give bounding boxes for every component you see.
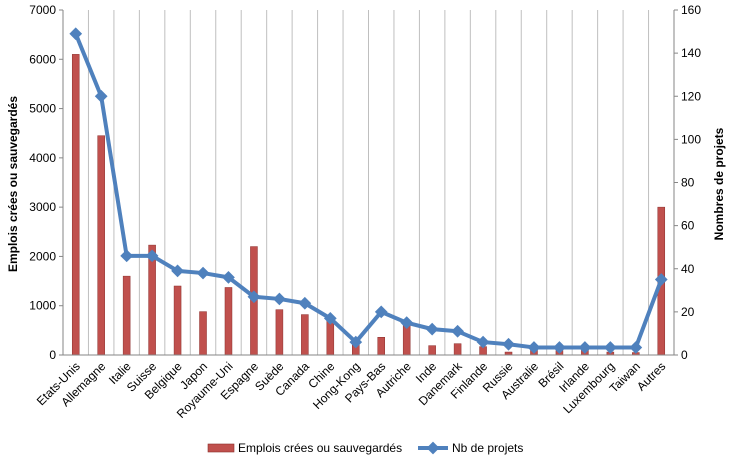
bar <box>301 314 309 356</box>
line-marker <box>323 311 337 325</box>
legend-bar-label: Emplois crées ou sauvegardés <box>238 441 402 455</box>
axes <box>59 9 678 356</box>
bar <box>377 337 385 356</box>
line-marker <box>553 341 566 354</box>
left-tick-label: 0 <box>49 348 56 362</box>
line-marker <box>451 324 464 338</box>
right-tick-label: 160 <box>681 3 701 17</box>
left-tick-label: 2000 <box>29 249 56 263</box>
line-marker <box>476 335 490 349</box>
left-tick-label: 5000 <box>29 102 56 116</box>
line-marker <box>247 290 261 304</box>
left-tick-label: 4000 <box>29 151 56 165</box>
line-marker <box>171 264 184 278</box>
right-tick-label: 60 <box>681 219 695 233</box>
line-marker <box>502 337 515 351</box>
bar <box>326 320 335 356</box>
right-tick-label: 40 <box>681 262 695 276</box>
left-tick-label: 3000 <box>29 200 56 214</box>
legend-bar-swatch <box>207 443 235 453</box>
right-tick-label: 140 <box>681 46 701 60</box>
legend-line-marker <box>426 441 440 455</box>
line-marker <box>654 273 668 286</box>
line-marker <box>629 341 643 354</box>
bar <box>122 275 131 356</box>
right-tick-label: 100 <box>681 132 701 146</box>
line-marker <box>69 27 83 41</box>
line-marker <box>298 296 312 310</box>
left-tick-label: 6000 <box>29 52 56 66</box>
line-marker <box>603 341 617 354</box>
line-marker <box>527 341 541 354</box>
line-marker <box>196 266 210 280</box>
bar <box>453 343 462 356</box>
legend-line-label: Nb de projets <box>452 441 523 455</box>
right-axis-title: Nombres de projets <box>712 127 726 240</box>
line-marker <box>94 89 108 103</box>
line-marker <box>349 335 363 349</box>
line-marker <box>273 292 286 306</box>
bar <box>199 311 207 356</box>
line-series <box>69 27 668 354</box>
tick-labels: 0 1000 2000 3000 4000 5000 6000 7000 0 20 40 60 80 10… <box>29 3 701 421</box>
line-marker <box>374 305 388 319</box>
line-marker <box>222 271 235 284</box>
bar <box>224 287 233 356</box>
bar <box>97 135 105 356</box>
line-marker <box>400 316 414 330</box>
legend: Emplois crées ou sauvegardés Nb de proje… <box>207 441 523 455</box>
line-marker <box>120 249 134 263</box>
right-tick-label: 0 <box>681 348 688 362</box>
left-axis-title: Emplois crées ou sauvegardés <box>6 96 20 272</box>
line-marker <box>425 322 439 336</box>
right-tick-label: 120 <box>681 89 701 103</box>
left-tick-label: 1000 <box>29 299 56 313</box>
bar <box>428 345 436 356</box>
bar <box>173 285 182 356</box>
right-tick-label: 80 <box>681 176 695 190</box>
left-tick-label: 7000 <box>29 3 56 17</box>
right-tick-label: 20 <box>681 305 695 319</box>
bar <box>71 54 80 356</box>
line-marker <box>578 341 592 354</box>
bar <box>275 309 284 356</box>
x-tick-label: Autres <box>634 359 668 393</box>
line-marker <box>145 249 159 263</box>
